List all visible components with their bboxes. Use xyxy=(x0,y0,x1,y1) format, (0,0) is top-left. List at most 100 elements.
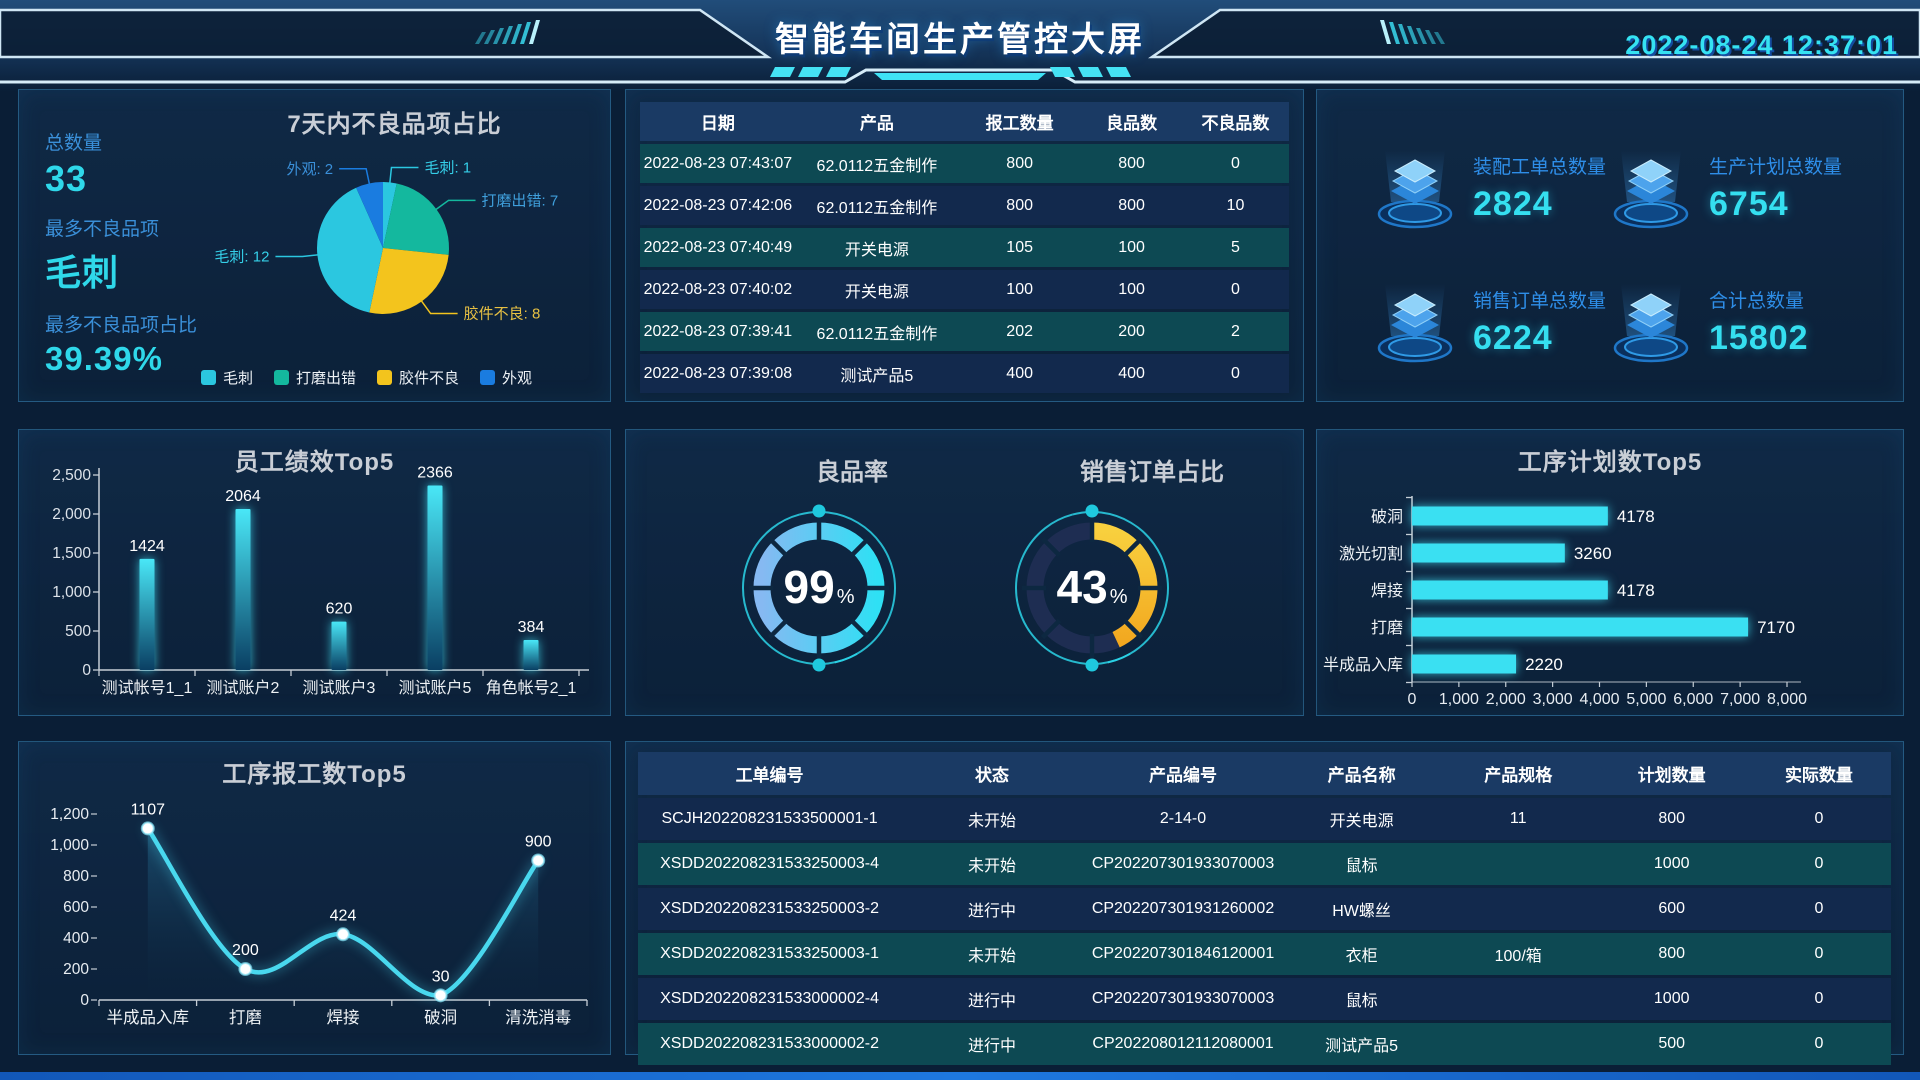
stat-value: 毛刺 xyxy=(45,252,120,293)
panel-employee-bar: 员工绩效Top5 0 500 1,000 1,500 2,000 2,500 1424 测试帐… xyxy=(18,429,611,716)
panel-gauges: 良品率 销售订单占比 99% 43% xyxy=(625,429,1304,716)
table-cell: 62.0112五金制作 xyxy=(795,186,958,225)
panel-title: 员工绩效Top5 xyxy=(234,449,395,476)
stat-card-text: 合计总数量 15802 xyxy=(1709,282,1809,358)
gauge-segment-gap xyxy=(1122,536,1144,558)
table-cell: XSDD202208231533000002-2 xyxy=(638,1023,902,1065)
bar-value: 620 xyxy=(326,601,353,618)
stat-card-text: 销售订单总数量 6224 xyxy=(1473,282,1606,358)
y-tick-label: 1,200 xyxy=(50,806,89,823)
gauge-decor-arc xyxy=(1072,511,1169,664)
table-header-cell: 状态 xyxy=(901,752,1083,795)
y-tick-label: 1,500 xyxy=(52,545,91,562)
table-cell: 2022-08-23 07:42:06 xyxy=(640,186,796,225)
pie-label-line xyxy=(416,294,458,315)
table-cell: 未开始 xyxy=(901,798,1083,840)
table-cell: 未开始 xyxy=(901,933,1083,975)
gauge-chart: 43% xyxy=(1015,504,1169,672)
gauge-segment-gap xyxy=(767,618,789,640)
datetime: 2022-08-24 12:37:01 xyxy=(1625,30,1898,60)
header-center-bar xyxy=(874,73,1046,80)
pie-slice xyxy=(356,182,383,248)
table-cell: XSDD202208231533000002-4 xyxy=(638,978,902,1020)
pie-label-line xyxy=(388,166,419,191)
x-tick-label: 8,000 xyxy=(1767,691,1807,708)
stripe xyxy=(502,26,513,44)
stripe xyxy=(484,30,495,44)
table-cell: CP202208012112080001 xyxy=(1082,1023,1284,1065)
bar xyxy=(331,621,347,670)
table-cell: CP202207301931260002 xyxy=(1082,888,1284,930)
stat-label: 最多不良品项占比 xyxy=(45,315,198,336)
legend-swatch xyxy=(480,370,496,385)
gauge-segment-gap xyxy=(849,536,871,558)
table-cell: 0 xyxy=(1746,888,1891,930)
table-cell: 0 xyxy=(1746,978,1891,1020)
table-row: XSDD202208231533250003-2 进行中 CP20220730193… xyxy=(638,888,1891,930)
table-cell: 800 xyxy=(1596,798,1747,840)
table-cell: 0 xyxy=(1746,843,1891,885)
table-header-cell: 日期 xyxy=(640,102,796,141)
stripe xyxy=(770,67,795,77)
table-cell: 800 xyxy=(958,144,1082,183)
stat-card-value: 2824 xyxy=(1473,185,1553,223)
table-header-cell: 计划数量 xyxy=(1596,752,1747,795)
panel-stat-cards: 装配工单总数量 2824 生产计划总数量 6754 销售订单总数量 6224 合计总数量 15… xyxy=(1316,89,1904,402)
data-point xyxy=(238,962,253,976)
pie-slice xyxy=(369,248,449,314)
table-cell: 衣柜 xyxy=(1283,933,1440,975)
x-tick-label: 5,000 xyxy=(1626,691,1666,708)
data-table: 日期 产品 报工数量 良品数 不良品数 2022-08-23 07:43:07 62.011… xyxy=(640,99,1289,396)
table-header-row: 工单编号 状态 产品编号 产品名称 产品规格 计划数量 实际数量 xyxy=(638,752,1891,795)
stripe xyxy=(826,67,851,77)
panel-process-plan: 工序计划数Top5 0 1,000 2,000 3,000 4,000 5,000 6,00… xyxy=(1316,429,1904,716)
stat-card-label: 生产计划总数量 xyxy=(1709,157,1843,178)
table-cell xyxy=(1439,978,1597,1020)
header-stripes xyxy=(475,20,1445,77)
pie-slice xyxy=(317,187,383,313)
legend-item: 外观 xyxy=(480,367,532,388)
panel-title: 7天内不良品项占比 xyxy=(287,111,502,138)
x-category-label: 角色帐号2_1 xyxy=(486,679,577,697)
pie-label-line xyxy=(429,199,476,215)
category-label: 破洞 xyxy=(1371,508,1403,526)
table-cell: HW螺丝 xyxy=(1283,888,1440,930)
gauge-segment-gap xyxy=(1040,536,1062,558)
header-right-shape xyxy=(1147,8,1920,59)
table-cell: 62.0112五金制作 xyxy=(795,312,958,351)
table-cell: 500 xyxy=(1596,1023,1747,1065)
category-label: 激光切割 xyxy=(1339,545,1403,563)
stat-card: 合计总数量 15802 xyxy=(1605,282,1809,368)
pie-label: 打磨出错: 7 xyxy=(482,192,559,209)
table-cell: 11 xyxy=(1439,798,1597,840)
table-cell xyxy=(1439,1023,1597,1065)
stripe xyxy=(1389,22,1400,44)
table-cell: 开关电源 xyxy=(1283,798,1440,840)
stat-top-defect: 最多不良品项 毛刺 xyxy=(45,214,159,296)
bottom-accent-bar xyxy=(0,1072,1920,1080)
y-tick-label: 2,500 xyxy=(52,467,91,484)
panel-defect-pie: 7天内不良品项占比 总数量 33 最多不良品项 毛刺 最多不良品项占比 39.3… xyxy=(18,89,611,402)
table-header-cell: 产品名称 xyxy=(1283,752,1440,795)
panel-report-table: 日期 产品 报工数量 良品数 不良品数 2022-08-23 07:43:07 62.011… xyxy=(625,89,1304,402)
x-category-label: 测试帐号1_1 xyxy=(102,679,193,697)
gauge-decor-arc xyxy=(799,511,896,664)
table-cell: CP202207301846120001 xyxy=(1082,933,1284,975)
table-header-row: 日期 产品 报工数量 良品数 不良品数 xyxy=(640,102,1289,141)
stripe xyxy=(475,32,486,44)
data-table: 工单编号 状态 产品编号 产品名称 产品规格 计划数量 实际数量 SCJH2022082315… xyxy=(638,749,1891,1068)
y-tick-label: 1,000 xyxy=(52,584,91,601)
bar xyxy=(523,640,539,670)
y-tick-label: 400 xyxy=(63,930,89,947)
stripe xyxy=(529,20,540,44)
gauge-value: 43% xyxy=(1057,561,1128,613)
x-category-label: 破洞 xyxy=(424,1008,457,1027)
x-tick-label: 7,000 xyxy=(1720,691,1760,708)
table-cell: 202 xyxy=(958,312,1082,351)
table-cell: 100 xyxy=(1081,228,1182,267)
table-cell: CP202207301933070003 xyxy=(1082,978,1284,1020)
table-cell: 0 xyxy=(1746,1023,1891,1065)
stripe xyxy=(1106,67,1131,77)
bar xyxy=(1412,580,1608,600)
